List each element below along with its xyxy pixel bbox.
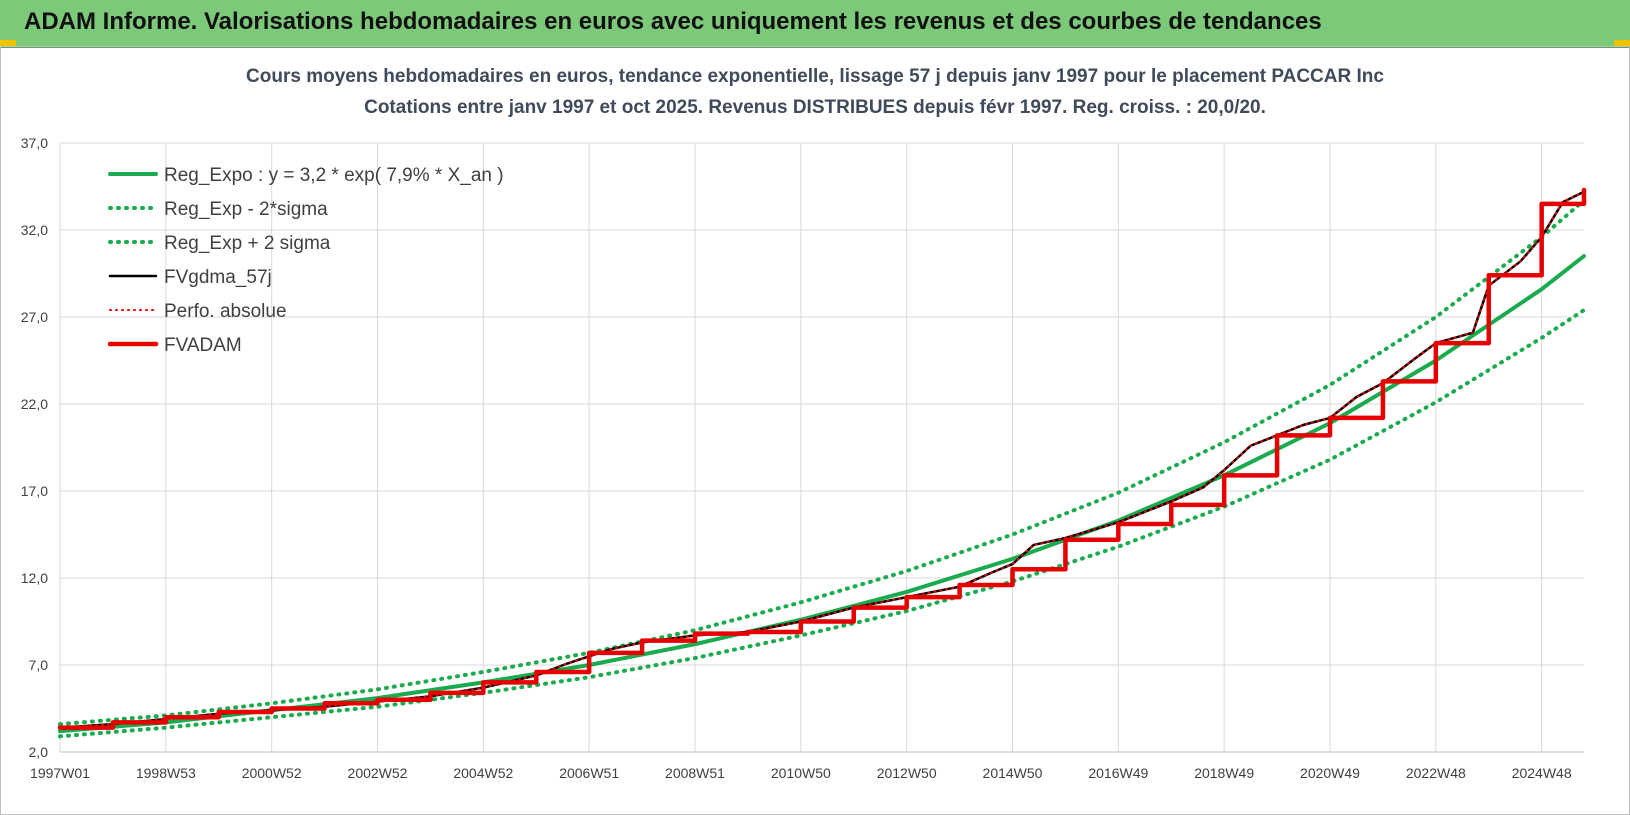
chart-subtitle: Cotations entre janv 1997 et oct 2025. R… xyxy=(364,97,1266,118)
x-tick-label: 2000W52 xyxy=(242,765,302,781)
x-tick-label: 2016W49 xyxy=(1088,765,1148,781)
series-line-6 xyxy=(57,187,1587,730)
corner-marker-right xyxy=(1614,40,1630,46)
x-tick-label: 2020W49 xyxy=(1300,765,1360,781)
x-tick-label: 2002W52 xyxy=(348,765,408,781)
chart-title: Cours moyens hebdomadaires en euros, ten… xyxy=(246,66,1384,87)
x-tick-label: 2010W50 xyxy=(771,765,831,781)
x-tick-label: 2014W50 xyxy=(983,765,1043,781)
report-banner: ADAM Informe. Valorisations hebdomadaire… xyxy=(0,0,1630,48)
y-tick-label: 12,0 xyxy=(21,570,48,586)
x-tick-label: 2004W52 xyxy=(453,765,513,781)
legend-label: Perfo. absolue xyxy=(164,301,287,322)
report-title: ADAM Informe. Valorisations hebdomadaire… xyxy=(24,8,1322,35)
y-tick-label: 27,0 xyxy=(21,309,48,325)
y-tick-label: 32,0 xyxy=(21,222,48,238)
x-tick-label: 1997W01 xyxy=(30,765,90,781)
x-tick-label: 2008W51 xyxy=(665,765,725,781)
y-tick-label: 22,0 xyxy=(21,396,48,412)
legend-label: FVADAM xyxy=(164,335,242,356)
y-tick-label: 2,0 xyxy=(29,744,49,760)
x-tick-label: 2006W51 xyxy=(559,765,619,781)
x-tick-label: 2024W48 xyxy=(1512,765,1572,781)
x-tick-label: 1998W53 xyxy=(136,765,196,781)
y-tick-label: 7,0 xyxy=(29,657,49,673)
y-tick-label: 37,0 xyxy=(21,135,48,151)
x-tick-label: 2018W49 xyxy=(1194,765,1254,781)
y-tick-label: 17,0 xyxy=(21,483,48,499)
legend-label: FVgdma_57j xyxy=(164,267,272,288)
legend-label: Reg_Exp - 2*sigma xyxy=(164,199,328,220)
legend-label: Reg_Expo : y = 3,2 * exp( 7,9% * X_an ) xyxy=(164,165,504,186)
x-tick-label: 2022W48 xyxy=(1406,765,1466,781)
x-tick-label: 2012W50 xyxy=(877,765,937,781)
legend-label: Reg_Exp + 2 sigma xyxy=(164,233,331,254)
series-line-3 xyxy=(58,198,1586,727)
corner-marker-left xyxy=(0,40,16,46)
